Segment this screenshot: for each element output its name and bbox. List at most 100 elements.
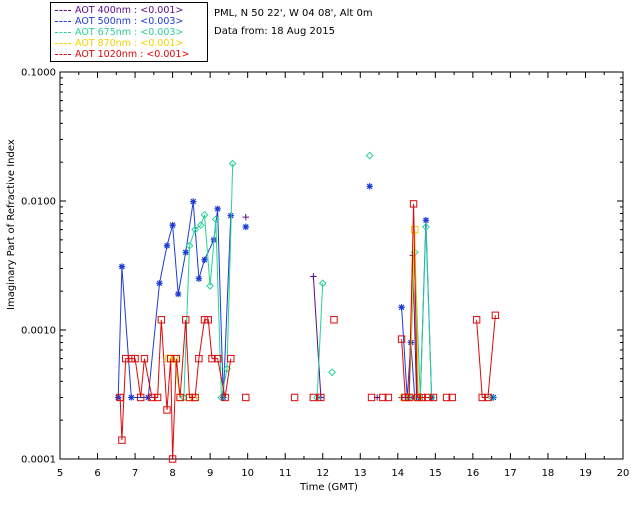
data-point [472,316,481,324]
series-line [312,276,322,398]
x-tick-label: 9 [207,468,213,479]
data-point [448,393,456,402]
data-point [490,394,497,401]
data-point [228,159,237,168]
data-point [442,393,451,402]
series-line [119,319,232,460]
data-point [127,354,136,363]
data-point [190,198,197,205]
x-tick-label: 5 [57,468,63,479]
data-point [200,316,209,324]
series-2 [179,151,496,402]
data-point [148,393,156,402]
x-tick-label: 13 [354,468,367,479]
legend-label-500: AOT 500nm : <0.003> [75,16,184,27]
data-point [405,393,413,402]
data-point [491,311,500,320]
legend-label-675: AOT 675nm : <0.003> [75,27,184,38]
legend: AOT 400nm : <0.001> AOT 500nm : <0.003> … [50,2,208,62]
site-info: PML, N 50 22', W 04 08', Alt 0m [214,8,373,19]
series-0 [242,213,420,401]
data-point [172,354,181,363]
y-tick-label: 0.0010 [21,326,56,337]
data-point [118,263,126,270]
data-point [317,393,325,402]
data-point [213,354,222,363]
y-axis-title: Imaginary Part of Refractive Index [6,139,17,310]
data-point [163,242,171,249]
data-point [309,393,318,402]
data-point [401,393,410,402]
data-point [136,393,145,402]
data-point [167,354,175,363]
data-point [211,215,220,224]
axis-ticks: 5 6 7 8 9 10 11 12 13 14 15 16 17 18 19 20 0.0001 0.0010 0… [21,68,629,480]
data-point [328,368,337,377]
data-point [217,393,226,402]
legend-label-400: AOT 400nm : <0.001> [75,5,184,16]
data-point [384,393,393,402]
x-tick-label: 20 [617,468,630,479]
data-point [366,183,373,190]
x-tick-label: 18 [542,468,555,479]
y-tick-label: 0.0001 [21,455,56,466]
data-point [242,393,250,402]
data-point [422,216,430,224]
data-point [182,316,190,324]
data-point [175,290,182,298]
data-point [185,393,194,402]
data-point [310,273,317,280]
data-point [168,455,177,463]
legend-item-870: AOT 870nm : <0.001> [55,38,183,49]
legend-swatch-675 [55,32,71,33]
x-tick-label: 19 [579,468,592,479]
legend-label-1020: AOT 1020nm : <0.001> [75,49,190,60]
data-point [201,256,208,264]
data-point [409,200,418,208]
data-point [227,354,235,363]
data-point [220,394,227,401]
data-point [163,406,171,414]
data-point [418,393,426,402]
data-point [413,393,422,402]
legend-item-675: AOT 675nm : <0.003> [55,27,183,38]
data-point [169,221,176,229]
data-point [131,354,139,363]
legend-label-870: AOT 870nm : <0.001> [75,38,184,49]
series-layer [114,151,500,463]
x-tick-label: 8 [169,468,175,479]
series-3 [165,225,423,402]
data-point [379,393,387,402]
y-tick-label: 0.0100 [21,197,56,208]
data-point [411,394,418,401]
data-point [204,316,212,324]
data-point [116,393,124,402]
data-point [290,393,299,402]
x-tick-label: 6 [94,468,100,479]
data-point [145,394,152,401]
data-point [206,281,215,290]
x-tick-label: 16 [466,468,479,479]
plot-frame [59,71,624,460]
data-point [114,394,122,401]
series-1 [114,183,497,401]
x-tick-label: 11 [279,468,292,479]
x-tick-label: 10 [241,468,254,479]
date-info: Data from: 18 Aug 2015 [214,26,335,37]
data-point [478,393,486,402]
data-point [242,213,249,221]
data-point [121,354,130,363]
data-point [157,316,166,324]
data-point [128,394,135,401]
legend-swatch-870 [55,43,71,44]
x-tick-label: 17 [504,468,517,479]
data-point [156,280,163,287]
x-tick-label: 15 [429,468,442,479]
data-point [196,221,205,230]
series-line [476,315,496,398]
legend-swatch-1020 [55,54,71,55]
data-point [365,151,374,160]
data-point [397,335,406,343]
data-point [195,275,203,282]
